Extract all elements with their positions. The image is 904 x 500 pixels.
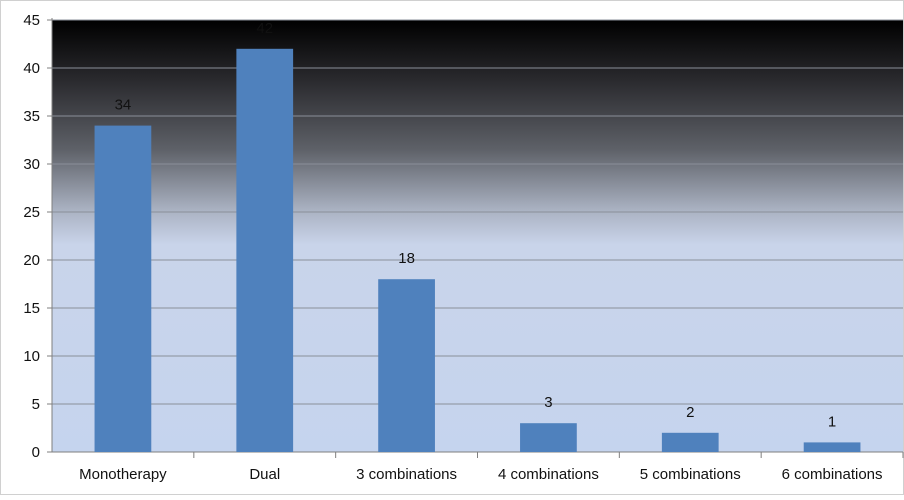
y-axis-ticks: 0 5 10 15 20 25 30 35 40 45 bbox=[23, 12, 52, 461]
x-tick-label: 6 combinations bbox=[782, 466, 883, 483]
bar-5-combinations bbox=[661, 432, 719, 452]
x-tick-label: Monotherapy bbox=[79, 466, 167, 483]
y-tick-label: 0 bbox=[32, 444, 40, 461]
y-tick-label: 30 bbox=[23, 156, 40, 173]
gridlines bbox=[52, 19, 903, 405]
bar-4-combinations bbox=[520, 423, 577, 452]
data-label: 2 bbox=[686, 404, 694, 421]
x-axis-ticks: Monotherapy Dual 3 combinations 4 combinati… bbox=[79, 452, 904, 483]
bar-dual bbox=[236, 48, 294, 453]
bar-3-combinations bbox=[378, 279, 435, 452]
y-tick-label: 45 bbox=[23, 12, 40, 29]
y-tick-label: 25 bbox=[23, 204, 40, 221]
data-label: 42 bbox=[256, 20, 273, 37]
x-tick-label: 5 combinations bbox=[640, 466, 741, 483]
y-tick-label: 10 bbox=[23, 348, 40, 365]
data-label: 3 bbox=[544, 394, 552, 411]
data-label: 34 bbox=[115, 97, 132, 114]
data-label: 18 bbox=[398, 250, 415, 267]
y-tick-label: 5 bbox=[32, 396, 40, 413]
bar-monotherapy bbox=[94, 125, 152, 452]
x-tick-label: 4 combinations bbox=[498, 466, 599, 483]
data-label: 1 bbox=[828, 413, 836, 430]
x-tick-label: Dual bbox=[249, 466, 280, 483]
y-tick-label: 35 bbox=[23, 108, 40, 125]
x-tick-label: 3 combinations bbox=[356, 466, 457, 483]
y-tick-label: 40 bbox=[23, 60, 40, 77]
data-labels: 34 42 18 3 2 1 bbox=[115, 20, 837, 431]
y-tick-label: 20 bbox=[23, 252, 40, 269]
plot-area bbox=[52, 20, 903, 452]
y-tick-label: 15 bbox=[23, 300, 40, 317]
bars bbox=[94, 48, 861, 453]
bar-6-combinations bbox=[803, 442, 861, 452]
